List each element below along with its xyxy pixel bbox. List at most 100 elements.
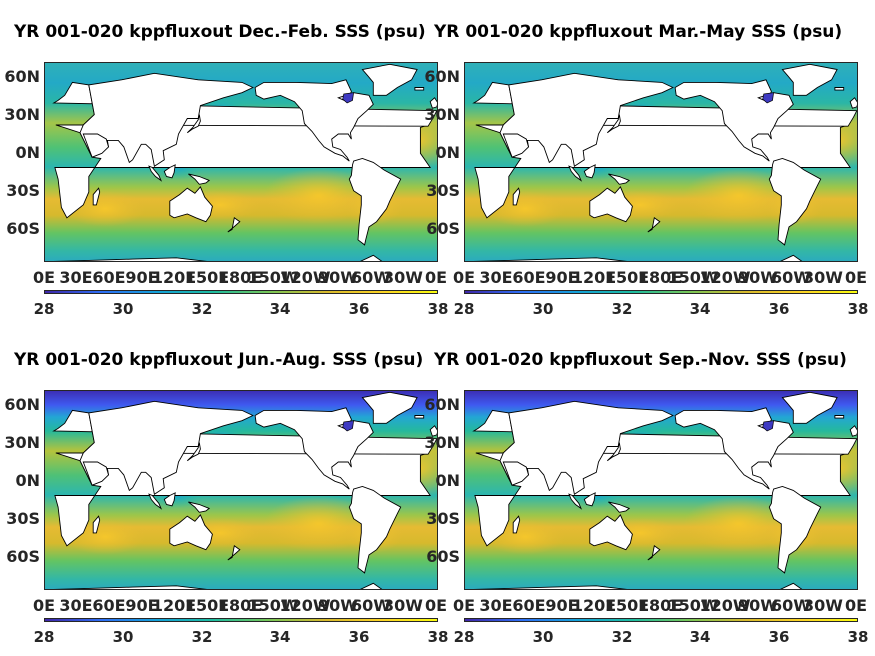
colorbar-tick-label: 32	[611, 300, 633, 318]
land-antarctica	[473, 254, 803, 261]
land-arabia-fill	[82, 133, 110, 158]
land-borneo	[163, 492, 176, 507]
colorbar-tick-label: 28	[33, 628, 55, 646]
colorbar-tick-label: 34	[689, 628, 711, 646]
lat-tick-label: 0N	[435, 471, 460, 490]
lon-tick-labels: 0E 30E 60E 90E 120E 150E 180E 150W 120W 90W 60W 30W…	[33, 268, 447, 290]
lon-tick-label: 120W	[699, 268, 751, 287]
colorbar-tick-label: 32	[191, 628, 213, 646]
land-uk	[849, 425, 857, 437]
colorbar-tick-label: 36	[348, 628, 370, 646]
lon-tick-label: 90W	[318, 268, 358, 287]
hudson-bay	[342, 420, 355, 432]
lon-tick-label: 60E	[92, 596, 126, 615]
lon-tick-label: 0E	[844, 596, 868, 615]
land-iceland	[834, 87, 845, 91]
colorbar-tick-label: 32	[191, 300, 213, 318]
colorbar-tick-label: 30	[532, 300, 554, 318]
lon-tick-label: 120W	[279, 596, 331, 615]
land-japan	[606, 442, 621, 462]
lat-tick-label: 30S	[426, 509, 460, 528]
lon-tick-label: 90W	[318, 596, 358, 615]
lat-tick-label: 60N	[424, 67, 460, 86]
salinity-map	[465, 391, 857, 589]
lon-tick-label: 90E	[125, 596, 159, 615]
colorbar-tick-label: 38	[427, 300, 449, 318]
lat-tick-label: 30N	[4, 105, 40, 124]
lon-tick-label: 90W	[738, 596, 778, 615]
land-arabia-fill	[502, 133, 530, 158]
land-australia	[589, 514, 633, 551]
lat-tick-label: 30S	[6, 181, 40, 200]
lon-tick-label: 150E	[184, 268, 230, 287]
lat-tick-label: 60N	[4, 67, 40, 86]
lon-tick-label: 150E	[184, 596, 230, 615]
lat-tick-label: 0N	[15, 471, 40, 490]
colorbar-tick-label: 28	[33, 300, 55, 318]
colorbar-tick-label: 30	[112, 628, 134, 646]
land-arabia-fill	[502, 461, 530, 486]
land-south-america	[768, 486, 822, 574]
land-borneo	[583, 492, 596, 507]
lat-tick-label: 30S	[426, 181, 460, 200]
land-new-guinea	[188, 173, 211, 185]
hudson-bay	[762, 92, 775, 104]
map-panel-djf: 60N 30N 0N 30S 60S 0E 30E 60E 90E 120E 150E 180E 150…	[0, 0, 448, 328]
lon-tick-label: 30E	[59, 268, 93, 287]
land-borneo	[583, 164, 596, 179]
lat-tick-label: 60N	[4, 395, 40, 414]
lon-tick-label: 120E	[571, 596, 617, 615]
land-iceland	[834, 415, 845, 419]
lon-tick-label: 90E	[545, 596, 579, 615]
colorbar-tick-label: 30	[112, 300, 134, 318]
lon-tick-label: 30W	[383, 268, 423, 287]
land-uk	[429, 97, 437, 109]
lon-tick-label: 150E	[604, 268, 650, 287]
lat-tick-label: 30N	[424, 433, 460, 452]
colorbar-tick-label: 38	[847, 300, 869, 318]
land-greenland	[361, 391, 418, 424]
hudson-bay	[762, 420, 775, 432]
land-masses	[52, 391, 437, 589]
lon-tick-label: 0E	[32, 268, 56, 287]
colorbar-tick-label: 38	[427, 628, 449, 646]
lon-tick-label: 0E	[844, 268, 868, 287]
panel-title: YR 001-020 kppfluxout Dec.-Feb. SSS (psu…	[14, 22, 426, 42]
land-new-guinea	[188, 501, 211, 513]
colorbar-tick-label: 32	[611, 628, 633, 646]
colorbar-tick-label: 28	[453, 300, 475, 318]
colorbar-tick-labels: 28 30 32 34 36 38	[454, 300, 869, 320]
colorbar-tick-label: 30	[532, 628, 554, 646]
lon-tick-label: 60W	[351, 596, 391, 615]
land-antarctica	[53, 582, 383, 589]
land-madagascar	[92, 187, 101, 206]
colorbar-tick-labels: 28 30 32 34 36 38	[34, 628, 449, 648]
lon-tick-label: 150W	[247, 596, 299, 615]
lon-tick-label: 180E	[637, 596, 683, 615]
lon-tick-label: 30E	[479, 268, 513, 287]
lon-tick-label: 30E	[479, 596, 513, 615]
lat-tick-label: 0N	[435, 143, 460, 162]
land-australia	[169, 186, 213, 223]
land-south-america	[768, 158, 822, 246]
lon-tick-label: 60E	[512, 268, 546, 287]
colorbar-tick-label: 34	[689, 300, 711, 318]
land-australia	[169, 514, 213, 551]
colorbar	[44, 290, 438, 294]
map-panel-mam: 60N 30N 0N 30S 60S 0E 30E 60E 90E 120E 150E 180E 150…	[420, 0, 869, 328]
land-sumatra	[568, 165, 583, 182]
lon-tick-label: 150W	[667, 596, 719, 615]
land-iceland	[414, 87, 425, 91]
colorbar-tick-label: 36	[348, 300, 370, 318]
lat-tick-label: 30N	[424, 105, 460, 124]
lon-tick-labels: 0E 30E 60E 90E 120E 150E 180E 150W 120W 90W 60W 30W…	[453, 596, 867, 618]
lon-tick-label: 0E	[424, 268, 448, 287]
colorbar-tick-label: 36	[768, 300, 790, 318]
lon-tick-label: 30E	[59, 596, 93, 615]
colorbar	[464, 290, 858, 294]
land-new-zealand	[647, 545, 661, 561]
land-uk	[849, 97, 857, 109]
land-madagascar	[92, 515, 101, 534]
panel-title: YR 001-020 kppfluxout Sep.-Nov. SSS (psu…	[434, 350, 847, 370]
lon-tick-label: 180E	[217, 268, 263, 287]
